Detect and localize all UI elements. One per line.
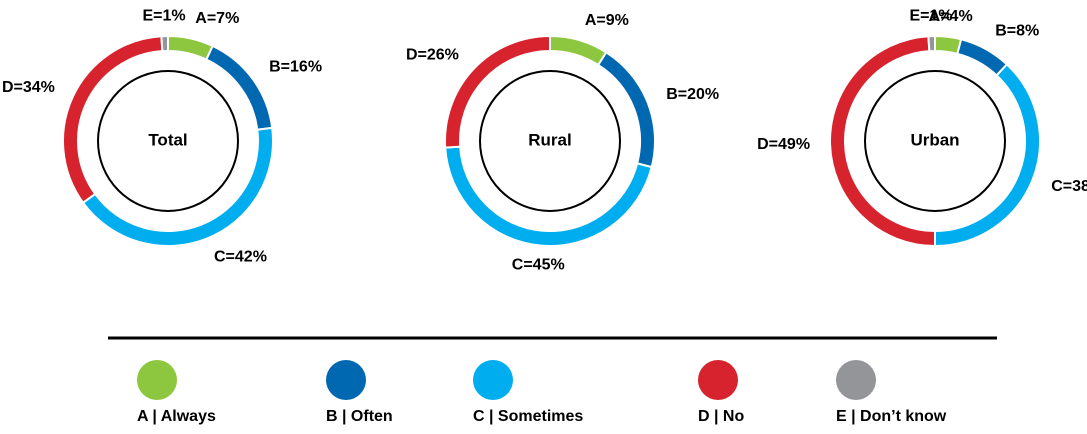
data-label: C=42% [214, 248, 267, 265]
data-label: A=4% [929, 8, 973, 25]
donut-segment [167, 34, 215, 61]
data-label: A=7% [195, 10, 239, 27]
data-label: D=49% [757, 136, 810, 153]
center-circle [864, 70, 1006, 212]
legend-swatch [137, 360, 177, 400]
donut-segment [934, 63, 1041, 248]
legend-swatch [473, 360, 513, 400]
legend-swatch [836, 360, 876, 400]
data-label: E=1% [910, 7, 953, 24]
data-label: B=8% [995, 23, 1039, 40]
legend-label: C | Sometimes [473, 408, 583, 425]
donut-segment [62, 35, 164, 205]
data-label: C=45% [512, 257, 565, 274]
chart-title: Urban [910, 130, 959, 149]
chart-title: Total [148, 130, 187, 149]
donut-segment [549, 34, 608, 67]
donut-segment [160, 34, 169, 53]
legend-label: B | Often [326, 408, 393, 425]
legend-label: E | Don’t know [836, 408, 947, 425]
center-circle [479, 70, 621, 212]
data-label: C=38% [1051, 178, 1087, 195]
donut-segment [444, 34, 551, 149]
donut-segment [204, 44, 274, 131]
donut-segment [927, 34, 936, 53]
donut-segment [596, 50, 656, 169]
data-label: B=20% [666, 86, 719, 103]
donut-segment [956, 38, 1009, 77]
donut-segment [444, 145, 653, 247]
center-circle [97, 70, 239, 212]
data-label: A=9% [585, 12, 629, 29]
chart-title: Rural [528, 130, 571, 149]
data-label: B=16% [269, 59, 322, 76]
legend-swatch [698, 360, 738, 400]
legend-label: D | No [698, 408, 744, 425]
legend-label: A | Always [137, 408, 216, 425]
data-label: E=1% [143, 7, 186, 24]
data-label: D=26% [406, 47, 459, 64]
data-label: D=34% [2, 79, 55, 96]
legend-swatch [326, 360, 366, 400]
